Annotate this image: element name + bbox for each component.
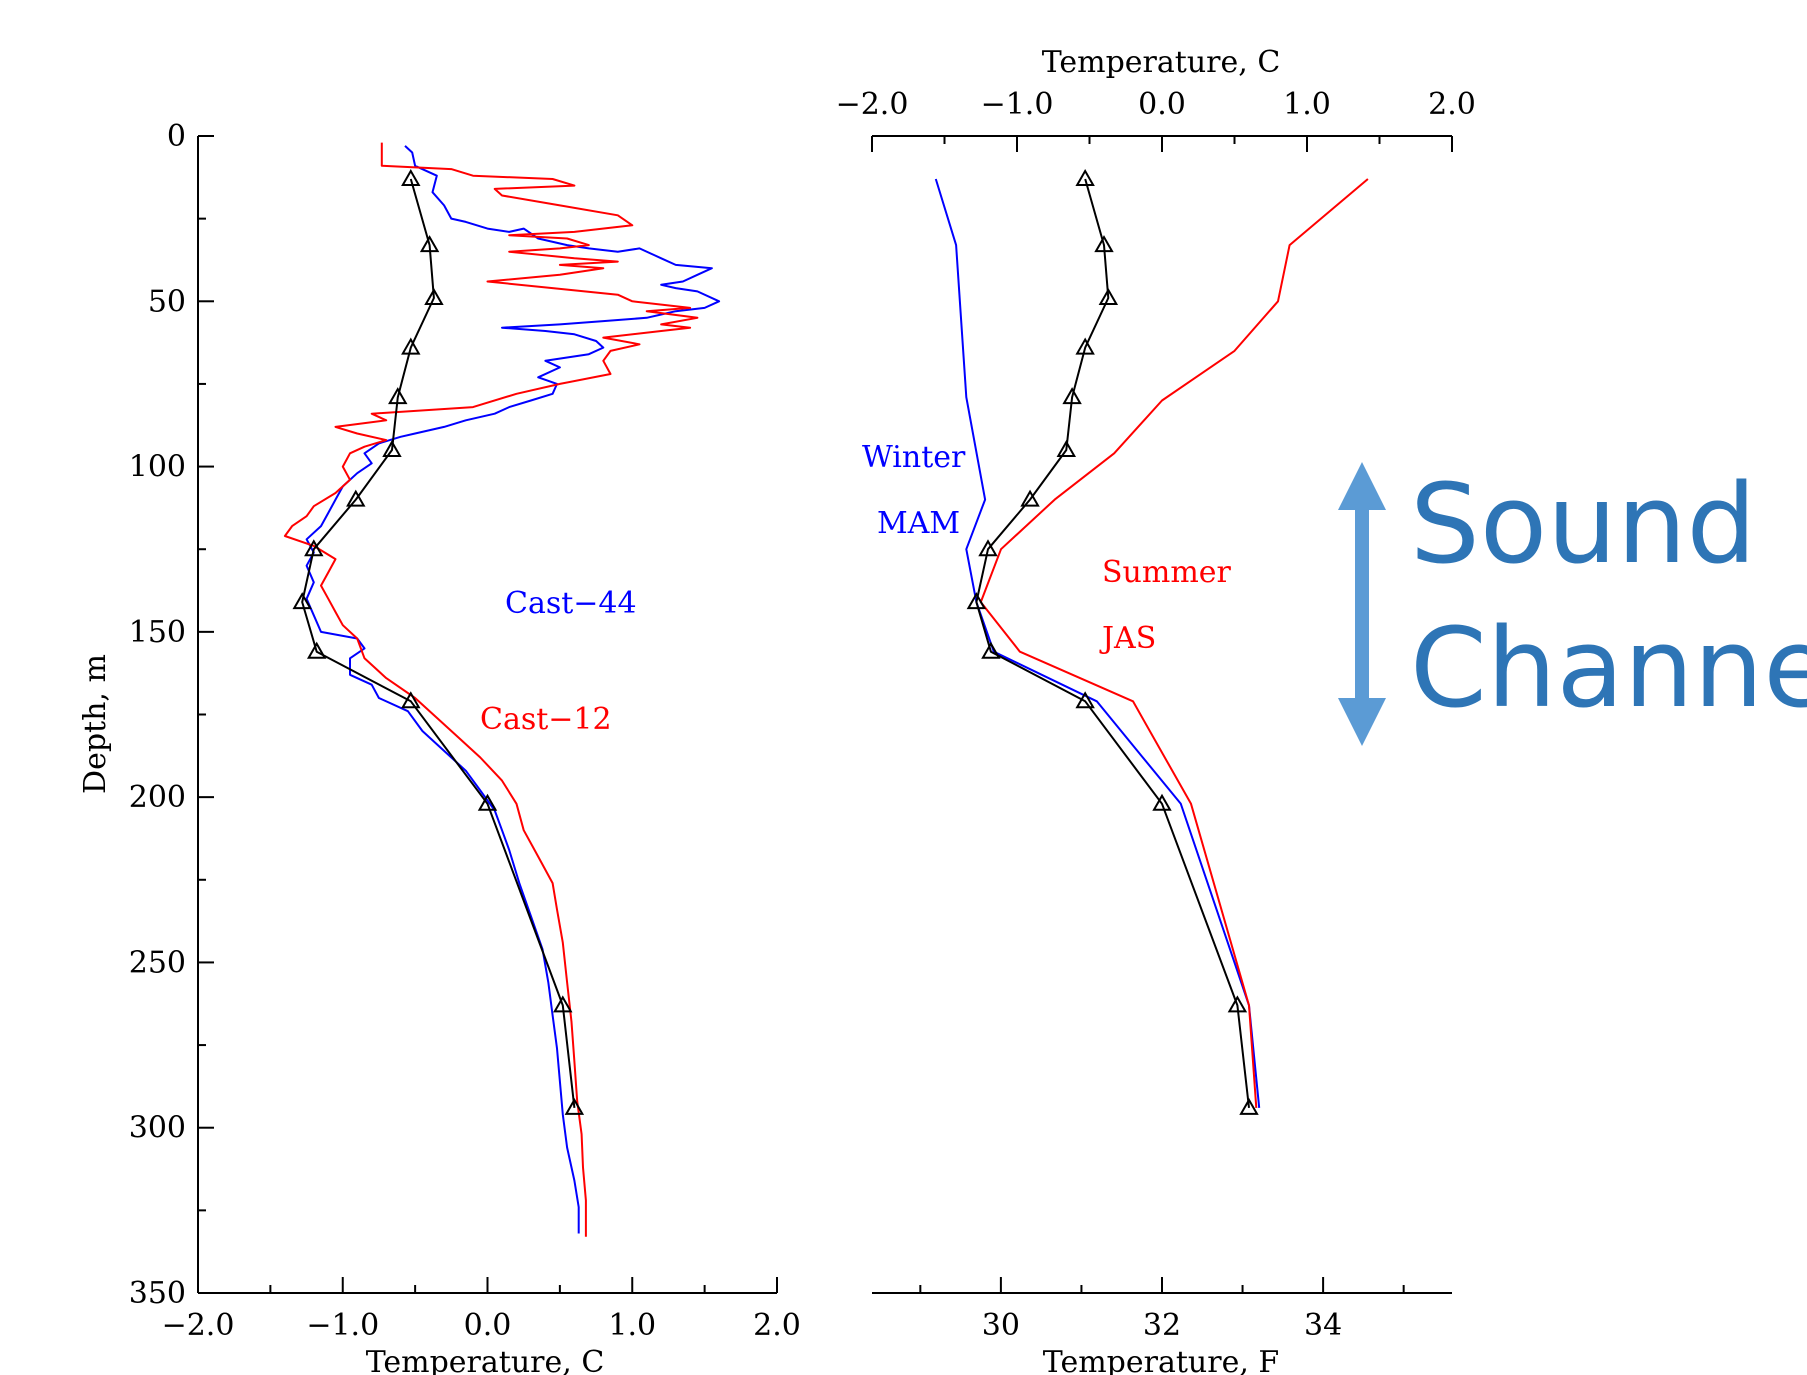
left-triangle-marker (401, 691, 421, 709)
right-top-tick-label: −2.0 (836, 87, 909, 122)
right-top-tick-label: 0.0 (1138, 87, 1186, 122)
left-x-tick-label: 0.0 (464, 1308, 512, 1343)
right-series-summer-line (979, 178, 1369, 1108)
left-x-tick-labels: −2.0 −1.0 0.0 1.0 2.0 (162, 1308, 801, 1343)
left-triangle-marker (382, 440, 402, 458)
left-triangle-marker (346, 489, 366, 507)
right-axes (871, 135, 1453, 1294)
right-series-mean-profile-line (975, 178, 1250, 1109)
sound-label-line2: Channel (1410, 604, 1807, 732)
left-y-tick-label: 100 (129, 450, 186, 485)
left-y-tick-label: 300 (129, 1111, 186, 1146)
double-arrow-icon (1338, 462, 1386, 746)
right-top-axis-title: Temperature, C (1042, 45, 1281, 80)
left-x-tick-label: 2.0 (753, 1308, 801, 1343)
left-series-cast-44-line (305, 145, 721, 1234)
left-triangle-marker (553, 995, 573, 1013)
left-x-tick-label: −1.0 (306, 1308, 379, 1343)
right-triangle-marker (1056, 440, 1077, 458)
right-triangle-marker (1239, 1097, 1259, 1115)
right-panel: −2.0 −1.0 0.0 1.0 2.0 30 32 34 Temperature, C … (836, 45, 1476, 1375)
right-triangle-marker (1094, 235, 1114, 253)
series-label-cast-44: Cast−44 (505, 586, 637, 621)
left-series-cast-12-line (283, 142, 699, 1237)
right-triangle-marker (1075, 691, 1095, 709)
right-bottom-axis-title: Temperature, F (1043, 1345, 1279, 1375)
left-triangle-marker (477, 793, 498, 811)
right-triangle-marker (978, 539, 998, 557)
left-triangle-marker (401, 168, 421, 186)
left-series (283, 142, 721, 1237)
right-bottom-tick-label: 32 (1143, 1308, 1181, 1343)
right-bottom-tick-labels: 30 32 34 (982, 1308, 1342, 1343)
right-triangle-marker (1098, 287, 1119, 305)
left-triangle-marker (304, 539, 324, 557)
left-triangle-marker (401, 337, 421, 355)
left-triangle-marker (564, 1097, 585, 1115)
right-triangle-marker (1020, 489, 1040, 507)
right-triangle-marker (1075, 168, 1095, 186)
right-triangle-marker (1062, 387, 1082, 405)
series-label-jas: JAS (1099, 621, 1156, 656)
left-triangle-marker (388, 387, 408, 405)
sound-channel-annotation: Sound Channel (1338, 460, 1807, 746)
left-y-tick-labels: 0 50 100 150 200 250 300 350 (129, 119, 186, 1311)
right-series (934, 168, 1369, 1115)
series-label-summer: Summer (1102, 555, 1232, 590)
left-x-tick-label: −2.0 (162, 1308, 235, 1343)
right-top-tick-label: 1.0 (1283, 87, 1331, 122)
series-label-cast-12: Cast−12 (480, 702, 612, 737)
right-triangle-marker (1075, 337, 1095, 355)
left-triangle-marker (419, 235, 440, 253)
left-y-tick-label: 0 (167, 119, 186, 154)
left-y-tick-label: 250 (129, 945, 186, 980)
left-series-mean-profile-line (301, 178, 576, 1109)
right-top-tick-label: −1.0 (981, 87, 1054, 122)
right-bottom-tick-label: 34 (1304, 1308, 1342, 1343)
left-y-tick-label: 50 (148, 284, 186, 319)
left-triangle-marker (292, 592, 312, 610)
right-top-tick-labels: −2.0 −1.0 0.0 1.0 2.0 (836, 87, 1476, 122)
left-triangle-marker (424, 287, 444, 305)
right-triangle-marker (966, 592, 987, 610)
right-triangle-marker (981, 641, 1001, 659)
left-triangle-marker (306, 641, 327, 659)
right-top-tick-label: 2.0 (1428, 87, 1476, 122)
left-x-tick-label: 1.0 (608, 1308, 656, 1343)
left-y-tick-label: 150 (129, 615, 186, 650)
right-bottom-tick-label: 30 (982, 1308, 1020, 1343)
left-y-axis-title: Depth, m (78, 654, 113, 794)
series-label-mam: MAM (877, 506, 960, 541)
left-y-tick-label: 350 (129, 1276, 186, 1311)
left-axes (197, 135, 778, 1294)
right-series-winter-line (934, 178, 1261, 1108)
sound-label-line1: Sound (1410, 460, 1756, 588)
right-triangle-marker (1227, 995, 1248, 1013)
left-x-axis-title: Temperature, C (366, 1345, 605, 1375)
right-triangle-marker (1152, 793, 1172, 811)
series-label-winter: Winter (862, 440, 966, 475)
left-y-tick-label: 200 (129, 780, 186, 815)
